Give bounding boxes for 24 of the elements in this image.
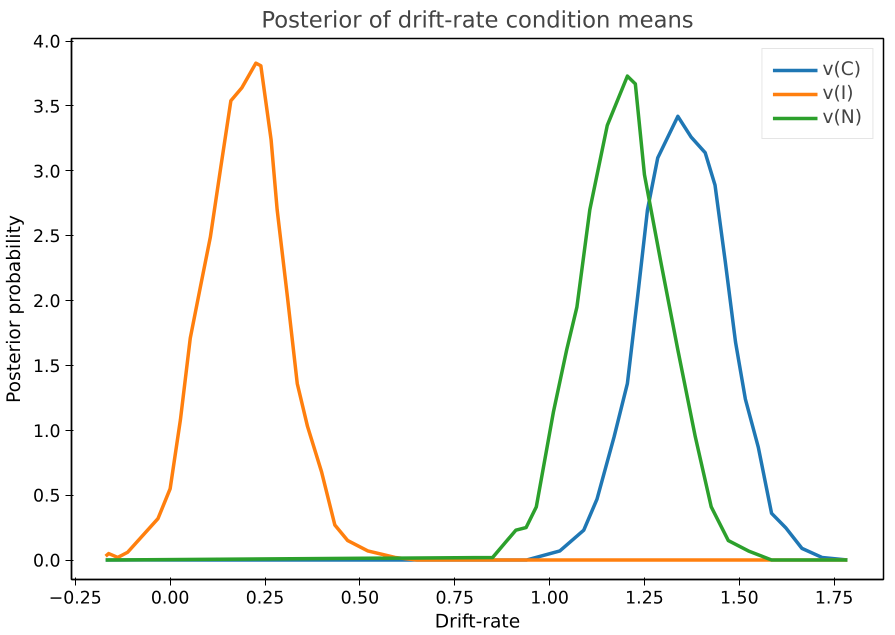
x-tick-label: 0.75: [435, 588, 474, 608]
legend-label: v(I): [822, 83, 854, 104]
y-tick-label: 3.5: [32, 97, 61, 118]
chart-title: Posterior of drift-rate condition means: [261, 8, 694, 34]
x-tick-label: 1.75: [814, 588, 854, 608]
y-tick-label: 2.0: [32, 292, 61, 312]
legend-label: v(C): [822, 59, 862, 80]
y-tick-label: 4.0: [32, 32, 61, 53]
y-tick-label: 1.0: [32, 422, 61, 442]
x-tick-label: 0.00: [150, 588, 190, 608]
x-axis-title: Drift-rate: [434, 612, 520, 632]
x-tick-label: 1.25: [625, 588, 664, 608]
y-tick-label: 0.5: [32, 486, 61, 507]
x-tick-label: 1.50: [720, 588, 759, 608]
x-tick-label: 1.00: [530, 588, 569, 608]
y-tick-label: 0.0: [32, 552, 61, 572]
x-tick-label: 0.25: [246, 588, 284, 608]
y-axis-title: Posterior probability: [4, 215, 25, 403]
y-tick-label: 3.0: [32, 162, 61, 182]
x-tick-label: 0.50: [340, 588, 380, 608]
y-tick-label: 1.5: [32, 356, 61, 377]
y-tick-label: 2.5: [32, 227, 61, 248]
x-tick-label: −0.25: [48, 588, 102, 608]
legend-label: v(N): [822, 107, 862, 128]
